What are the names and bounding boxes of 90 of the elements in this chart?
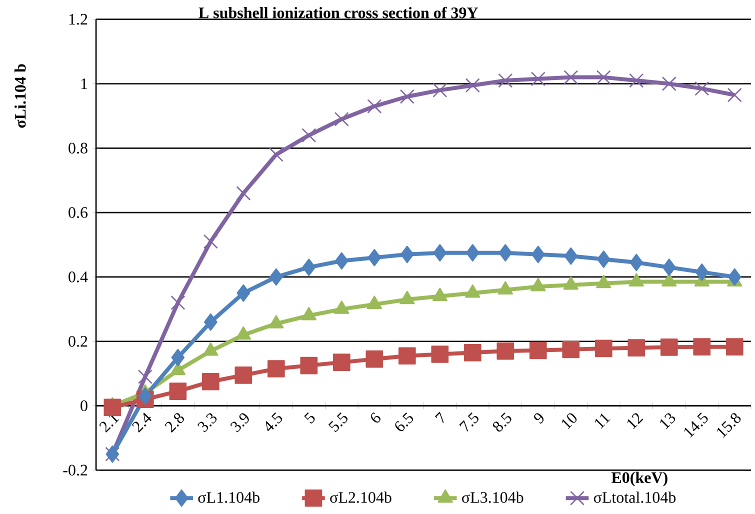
x-tick-label: 9 [534,413,544,424]
y-tick-label: 0.6 [68,207,88,218]
x-tick-label: 3.3 [198,413,217,432]
legend-label: σL1.104b [198,491,260,503]
point [236,284,250,302]
point [693,338,711,356]
y-tick-label: 0.8 [68,142,88,154]
x-tick-label: 15.8 [717,413,741,438]
point [269,268,283,286]
point [138,387,152,405]
point [662,258,676,276]
point [662,76,676,91]
x-tick-label: 6 [370,412,380,422]
point [529,342,547,359]
point [498,244,512,262]
point [400,89,414,104]
point [630,254,644,272]
point [204,313,218,331]
point [202,372,220,390]
point [531,246,545,263]
x-tick-label: 11 [594,413,610,429]
point [466,244,480,262]
point [300,356,318,374]
point [203,234,218,249]
point [169,382,187,400]
point [728,268,742,286]
x-tick-label: 13 [660,413,676,430]
y-axis-title: σLi.104 b [14,64,26,128]
point [267,360,285,378]
y-tick-label: 1 [81,78,88,89]
point [465,78,480,93]
y-tick-label: -0.2 [63,464,88,476]
point [104,398,122,416]
x-tick-label: 5.5 [328,412,348,432]
x-tick-label: 10 [562,413,577,430]
point [400,246,414,263]
legend-label: σL3.104b [462,491,524,503]
point [366,350,384,368]
x-tick-label: 7 [434,412,444,424]
point [268,147,284,162]
point [170,295,186,310]
point [234,366,252,384]
point [564,70,578,84]
point [302,128,316,142]
x-tick-label: 14.5 [684,412,708,438]
point [498,73,513,88]
point [398,347,416,364]
point [562,340,580,358]
x-tick-label: 5 [304,412,315,424]
point [628,339,646,356]
point [660,338,678,356]
point [464,344,482,362]
point [432,82,448,98]
point [530,72,546,86]
legend-label: σLtotal.104b [594,491,676,503]
y-tick-label: 0.4 [68,271,88,282]
point [695,263,709,281]
point [332,354,350,371]
point [433,244,447,262]
y-tick-label: 0.2 [68,336,88,347]
point [564,247,578,265]
point [596,250,610,268]
point [629,73,644,88]
point [594,340,612,358]
point [334,112,349,126]
y-tick-label: 0 [80,400,88,412]
point [694,81,710,96]
x-tick-label: 4.5 [266,412,282,432]
point [496,342,514,360]
point [727,88,742,102]
y-tick-label: 1.2 [69,14,88,25]
x-tick-label: 2.8 [164,413,184,432]
x-axis-title: E0(keV) [611,472,668,486]
x-tick-label: 6.5 [395,412,414,431]
point [334,252,348,270]
x-tick-label: 7.5 [459,412,478,432]
point [726,338,744,356]
chart-title: L subshell ionization cross section of 39Y [198,6,478,18]
x-tick-label: 12 [627,413,644,430]
point [302,258,316,276]
point [138,369,152,384]
point [431,345,449,363]
x-tick-label: 3.9 [230,413,249,432]
point [367,98,382,114]
point [171,348,185,366]
x-tick-label: 2.4 [132,412,152,432]
x-tick-label: 8.5 [492,412,512,432]
legend-label: σL2.104b [330,491,392,503]
point [368,248,382,266]
point [596,70,611,84]
